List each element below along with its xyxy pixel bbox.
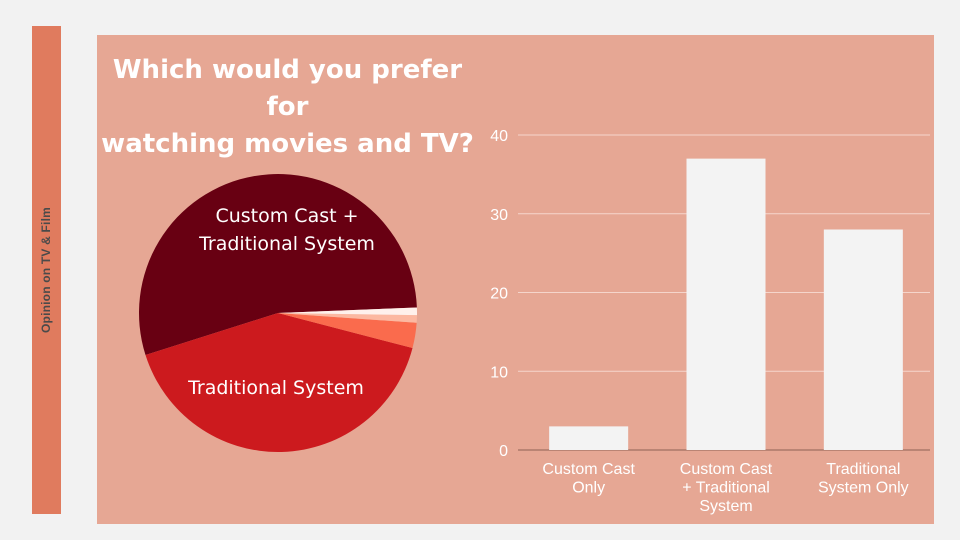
side-accent-bar bbox=[32, 26, 61, 514]
x-tick-label: Custom Cast + Traditional System bbox=[680, 461, 773, 515]
chart-title: Which would you prefer for watching movi… bbox=[100, 52, 475, 163]
bar-1 bbox=[549, 426, 629, 450]
chart-title-line-1: Which would you prefer for bbox=[112, 55, 463, 122]
bar-2 bbox=[686, 158, 766, 450]
y-tick-label: 40 bbox=[490, 128, 508, 145]
pie-slice-5 bbox=[278, 307, 417, 316]
chart-title-line-2: watching movies and TV? bbox=[101, 129, 474, 159]
pie-label-2: Traditional System bbox=[187, 377, 364, 399]
y-tick-label: 0 bbox=[499, 443, 508, 460]
y-tick-label: 30 bbox=[490, 207, 508, 224]
y-tick-label: 10 bbox=[490, 364, 508, 381]
pie-slice-1 bbox=[139, 174, 417, 356]
x-tick-label: Custom Cast Only bbox=[542, 461, 635, 497]
pie-chart: Custom Cast + Traditional System Tradition… bbox=[139, 174, 417, 453]
pie-label-1: Custom Cast + Traditional System bbox=[198, 205, 375, 255]
pie-slice-3 bbox=[278, 313, 417, 349]
pie-slice-4 bbox=[278, 313, 417, 323]
bar-3 bbox=[823, 229, 903, 450]
bar-chart: 0 10 20 30 40 Custom Cast Only Custom Cast + Tra… bbox=[490, 128, 930, 515]
pie-slice-2 bbox=[145, 313, 413, 453]
x-tick-label: Traditional System Only bbox=[818, 461, 909, 497]
y-tick-label: 20 bbox=[490, 286, 508, 303]
